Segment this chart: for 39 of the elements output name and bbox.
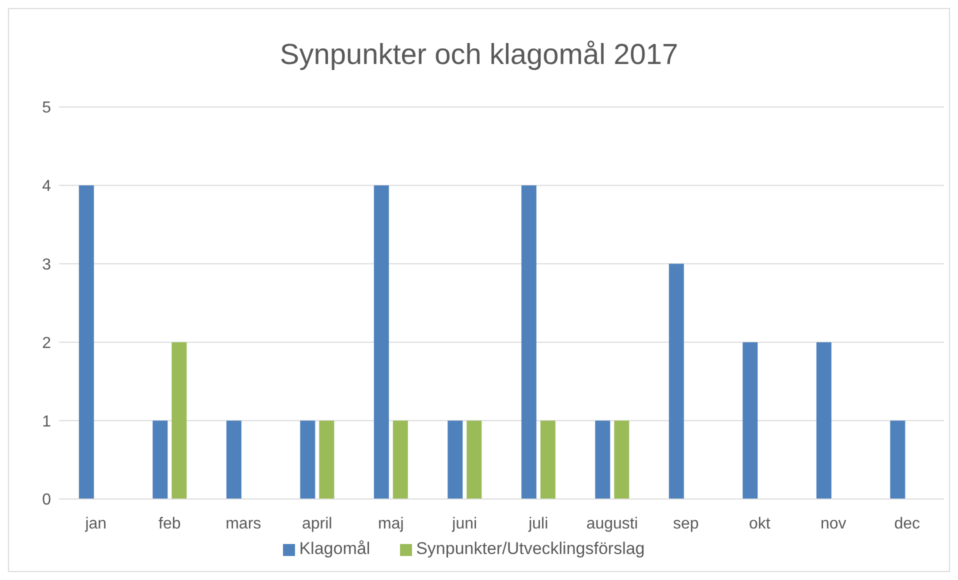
bar (668, 264, 684, 499)
x-tick-label: sep (672, 515, 699, 532)
bar (300, 420, 316, 499)
bar (614, 420, 630, 499)
y-tick-label: 3 (42, 256, 52, 274)
x-tick-label: juli (528, 515, 548, 532)
chart-title: Synpunkter och klagomål 2017 (278, 38, 680, 73)
bar (172, 342, 187, 499)
legend-label: Klagomål (299, 539, 370, 558)
bar (742, 342, 758, 499)
bar (521, 185, 536, 499)
y-tick-label: 5 (42, 100, 52, 117)
bar (448, 420, 463, 499)
legend-label: Synpunkter/Utvecklingsförslag (416, 539, 645, 558)
y-tick-label: 1 (42, 413, 52, 430)
bar (466, 420, 482, 499)
y-tick-label: 2 (42, 334, 52, 352)
bar (78, 185, 94, 499)
bar (595, 420, 610, 499)
bar (319, 420, 334, 499)
bar (890, 420, 906, 499)
y-tick-label: 0 (42, 492, 52, 509)
bar (374, 185, 389, 499)
x-tick-label: mars (226, 515, 262, 532)
x-tick-label: april (302, 515, 332, 532)
x-tick-label: juni (451, 515, 478, 532)
x-tick-label: maj (378, 515, 404, 532)
x-tick-label: nov (820, 515, 846, 532)
bar (392, 420, 408, 499)
x-tick-label: dec (894, 515, 920, 532)
x-tick-label: augusti (586, 515, 638, 532)
y-tick-label: 4 (42, 178, 52, 196)
bar (816, 342, 832, 499)
bar (540, 420, 556, 499)
x-tick-label: jan (84, 515, 107, 532)
bar (152, 420, 168, 499)
x-tick-label: okt (748, 515, 771, 532)
bar (226, 420, 242, 499)
x-tick-label: feb (158, 515, 181, 532)
